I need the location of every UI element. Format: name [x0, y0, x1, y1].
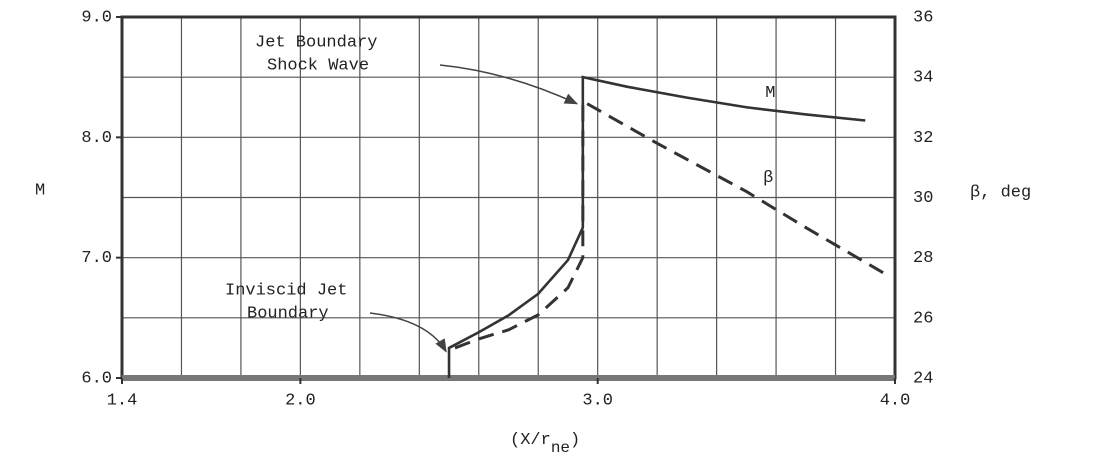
y-tick-label: 8.0	[81, 129, 112, 148]
series-label: β	[763, 169, 773, 188]
x-tick-label: 4.0	[880, 391, 911, 410]
y2-tick-label: 24	[913, 369, 933, 388]
annotation-arrow	[439, 64, 579, 105]
x-tick-label: 2.0	[285, 391, 316, 410]
series-label: M	[765, 84, 775, 103]
annotation-text: Inviscid Jet	[225, 281, 347, 300]
x-label-end: )	[570, 431, 580, 450]
x-label-main: (X/r	[510, 431, 551, 450]
series-line	[454, 98, 884, 350]
y-tick-label: 7.0	[81, 249, 112, 268]
annotation-text: Shock Wave	[267, 56, 369, 75]
y2-tick-label: 28	[913, 249, 933, 268]
y2-tick-label: 30	[913, 189, 933, 208]
annotation-text: Boundary	[247, 304, 329, 323]
x-label-sub: ne	[551, 439, 570, 457]
y-axis-label: M	[35, 181, 45, 200]
y2-tick-label: 34	[913, 69, 933, 88]
series-line	[447, 75, 866, 378]
x-tick-label: 1.4	[107, 391, 138, 410]
x-tick-label: 3.0	[582, 391, 613, 410]
y2-tick-label: 26	[913, 309, 933, 328]
y2-tick-label: 36	[913, 8, 933, 27]
annotation-arrow	[369, 312, 447, 353]
y2-tick-label: 32	[913, 129, 933, 148]
y-tick-label: 6.0	[81, 369, 112, 388]
annotation-text: Jet Boundary	[255, 33, 377, 52]
y-tick-label: 9.0	[81, 8, 112, 27]
x-axis-label: (X/rne)	[510, 431, 580, 457]
y2-axis-label: β, deg	[970, 183, 1031, 202]
